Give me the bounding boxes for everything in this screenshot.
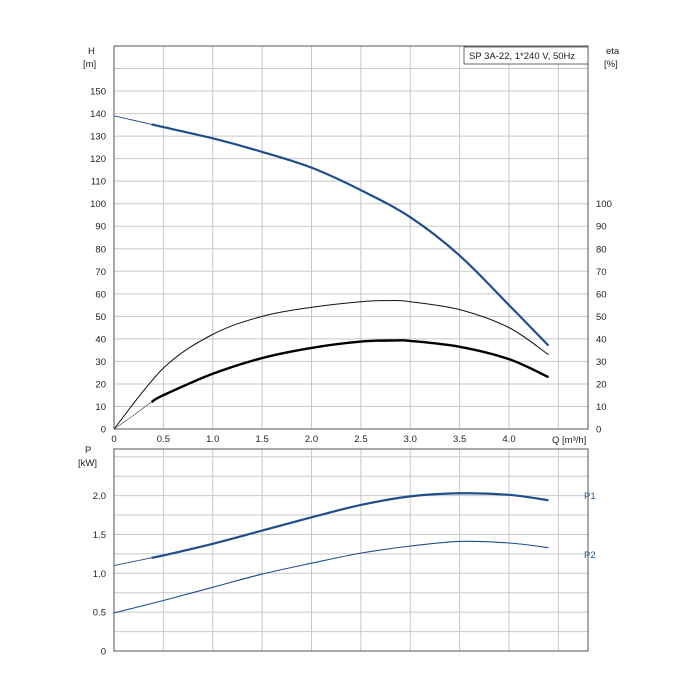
y-left-tick-label: 30 [95, 357, 106, 368]
y-left-tick-label: 90 [95, 222, 106, 233]
p-tick-label: 0 [101, 647, 106, 658]
p-tick-label: 1.0 [93, 569, 106, 580]
y-left-tick-label: 100 [90, 199, 106, 210]
y-right-tick-label: 30 [596, 357, 607, 368]
y-right-tick-label: 40 [596, 334, 607, 345]
head-curve [151, 123, 550, 347]
y-right-tick-label: 60 [596, 289, 607, 300]
y-left-label: H [88, 46, 95, 57]
bottom-chart-ticks: 0 0.5 1.0 1.5 2.0 [93, 491, 106, 657]
top-chart-series [113, 115, 550, 430]
y-right-unit: [%] [604, 59, 618, 70]
y-right-tick-label: 80 [596, 244, 607, 255]
y-right-tick-label: 20 [596, 379, 607, 390]
y-left-tick-label: 50 [95, 312, 106, 323]
power-p1-extension [113, 557, 152, 566]
y-right-tick-label: 50 [596, 312, 607, 323]
y-left-tick-label: 40 [95, 334, 106, 345]
x-tick-label: 1.0 [206, 434, 219, 445]
series-label-p1: P1 [584, 491, 596, 502]
power-p1-curve [151, 492, 549, 559]
y-left-tick-label: 10 [95, 402, 106, 413]
x-tick-label: 3.0 [404, 434, 417, 445]
y-right-tick-label: 90 [596, 222, 607, 233]
bottom-chart-frame [113, 448, 589, 652]
x-tick-label: 2.5 [354, 434, 367, 445]
x-tick-label: 0 [111, 434, 116, 445]
x-tick-label: 1.5 [256, 434, 269, 445]
y-left-tick-label: 60 [95, 289, 106, 300]
x-tick-label: 0.5 [157, 434, 170, 445]
y-right-tick-label: 70 [596, 267, 607, 278]
head-curve-extension [113, 115, 152, 125]
top-chart-frame [113, 45, 589, 430]
y-left-tick-label: 20 [95, 379, 106, 390]
y-left-tick-label: 130 [90, 132, 106, 143]
x-tick-label: 2.0 [305, 434, 318, 445]
p-tick-label: 0.5 [93, 608, 106, 619]
y-right-tick-label: 10 [596, 402, 607, 413]
y-left-unit: [m] [83, 59, 96, 70]
efficiency-curve-thin [113, 300, 549, 430]
y-right-tick-label: 100 [596, 199, 612, 210]
top-chart-ticks: 0 0.5 1.0 1.5 2.0 2.5 3.0 3.5 4.0 0 10 20 30 40 50 60 70… [90, 87, 612, 445]
x-axis-label: Q [m³/h] [552, 435, 586, 446]
y-left-tick-label: 0 [101, 425, 106, 436]
efficiency-curve-extension [113, 401, 152, 430]
series-label-p2: P2 [584, 550, 596, 561]
y-left-tick-label: 80 [95, 244, 106, 255]
bottom-chart-series [113, 492, 549, 614]
y-left-tick-label: 150 [90, 87, 106, 98]
y-right-label: eta [606, 46, 620, 57]
y-left-tick-label: 140 [90, 109, 106, 120]
p-axis-label: P [85, 445, 91, 456]
chart-title-box [463, 46, 589, 65]
y-right-tick-label: 0 [596, 425, 601, 436]
y-left-tick-label: 110 [91, 177, 106, 188]
top-chart-grid [114, 46, 588, 429]
x-tick-label: 3.5 [453, 434, 466, 445]
p-axis-unit: [kW] [78, 458, 97, 469]
chart-title: SP 3A-22, 1*240 V, 50Hz [469, 51, 575, 62]
y-left-tick-label: 70 [95, 267, 106, 278]
efficiency-curve-thick [150, 339, 549, 404]
power-p2-curve [113, 540, 549, 614]
p-tick-label: 1.5 [93, 530, 106, 541]
y-left-tick-label: 120 [90, 154, 106, 165]
p-tick-label: 2.0 [93, 491, 106, 502]
x-tick-label: 4.0 [502, 434, 515, 445]
